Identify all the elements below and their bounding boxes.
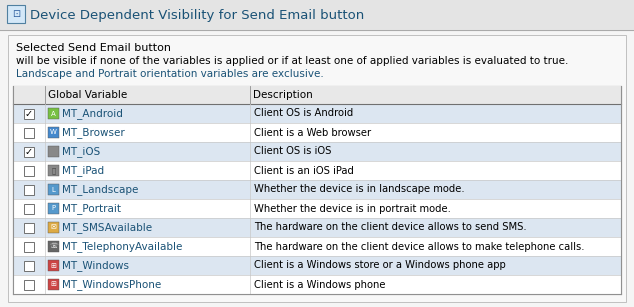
Bar [48,260,59,271]
Text: ⬜: ⬜ [51,167,56,174]
Bar [7,5,25,23]
Bar [8,35,626,302]
Bar [13,142,621,161]
Bar [24,127,34,138]
Text: L: L [51,186,55,192]
Bar [24,223,34,232]
Bar [13,256,621,275]
Bar [48,165,59,176]
Text: MT_iOS: MT_iOS [62,146,100,157]
Bar [13,104,621,123]
Text: ✓: ✓ [25,108,33,119]
Text: ⊞: ⊞ [51,262,56,269]
Bar [13,161,621,180]
Bar [13,199,621,218]
Text: Device Dependent Visibility for Send Email button: Device Dependent Visibility for Send Ema… [30,9,365,21]
Bar [13,180,621,199]
Text: MT_Browser: MT_Browser [62,127,125,138]
Bar [48,241,59,252]
Bar [48,184,59,195]
Text: A: A [51,111,56,116]
Bar [24,204,34,213]
Bar [24,242,34,251]
Bar [48,222,59,233]
Text: MT_SMSAvailable: MT_SMSAvailable [62,222,152,233]
Text: The hardware on the client device allows to send SMS.: The hardware on the client device allows… [254,223,527,232]
Bar [24,261,34,270]
Text: MT_iPad: MT_iPad [62,165,104,176]
Text: Client OS is Android: Client OS is Android [254,108,353,119]
Bar [24,108,34,119]
Bar [24,279,34,290]
Bar [24,185,34,195]
Text: will be visible if none of the variables is applied or if at least one of applie: will be visible if none of the variables… [16,56,568,66]
Text: Description: Description [253,90,313,100]
Bar [48,108,59,119]
Text: ✓: ✓ [25,146,33,157]
Text: The hardware on the client device allows to make telephone calls.: The hardware on the client device allows… [254,242,585,251]
Bar [13,218,621,237]
Text: MT_Windows: MT_Windows [62,260,129,271]
Text: Whether the device is in landscape mode.: Whether the device is in landscape mode. [254,185,465,195]
Bar [48,203,59,214]
Bar [13,123,621,142]
Text: Client OS is iOS: Client OS is iOS [254,146,332,157]
Text: P: P [51,205,56,212]
Bar [48,146,59,157]
Bar [24,146,34,157]
Text: Client is an iOS iPad: Client is an iOS iPad [254,165,354,176]
Text: Whether the device is in portrait mode.: Whether the device is in portrait mode. [254,204,451,213]
Text: MT_Android: MT_Android [62,108,123,119]
Text: MT_Portrait: MT_Portrait [62,203,121,214]
Text: MT_TelephonyAvailable: MT_TelephonyAvailable [62,241,183,252]
Text: W: W [50,130,57,135]
Bar [13,86,621,104]
Text: ⊡: ⊡ [12,9,20,19]
Text: Landscape and Portrait orientation variables are exclusive.: Landscape and Portrait orientation varia… [16,69,324,79]
Text: ⊞: ⊞ [51,282,56,287]
Bar [13,275,621,294]
Text: MT_WindowsPhone: MT_WindowsPhone [62,279,161,290]
Text: Client is a Windows phone: Client is a Windows phone [254,279,385,290]
Bar [24,165,34,176]
Text: ☏: ☏ [49,243,58,250]
Text: ✉: ✉ [51,224,56,231]
Text: Client is a Web browser: Client is a Web browser [254,127,371,138]
Text: MT_Landscape: MT_Landscape [62,184,138,195]
Text: Selected Send Email button: Selected Send Email button [16,43,171,53]
Bar [0,0,634,30]
Bar [48,279,59,290]
Bar [48,127,59,138]
Text: Global Variable: Global Variable [48,90,127,100]
Text: Client is a Windows store or a Windows phone app: Client is a Windows store or a Windows p… [254,261,506,270]
Bar [13,86,621,294]
Bar [13,237,621,256]
